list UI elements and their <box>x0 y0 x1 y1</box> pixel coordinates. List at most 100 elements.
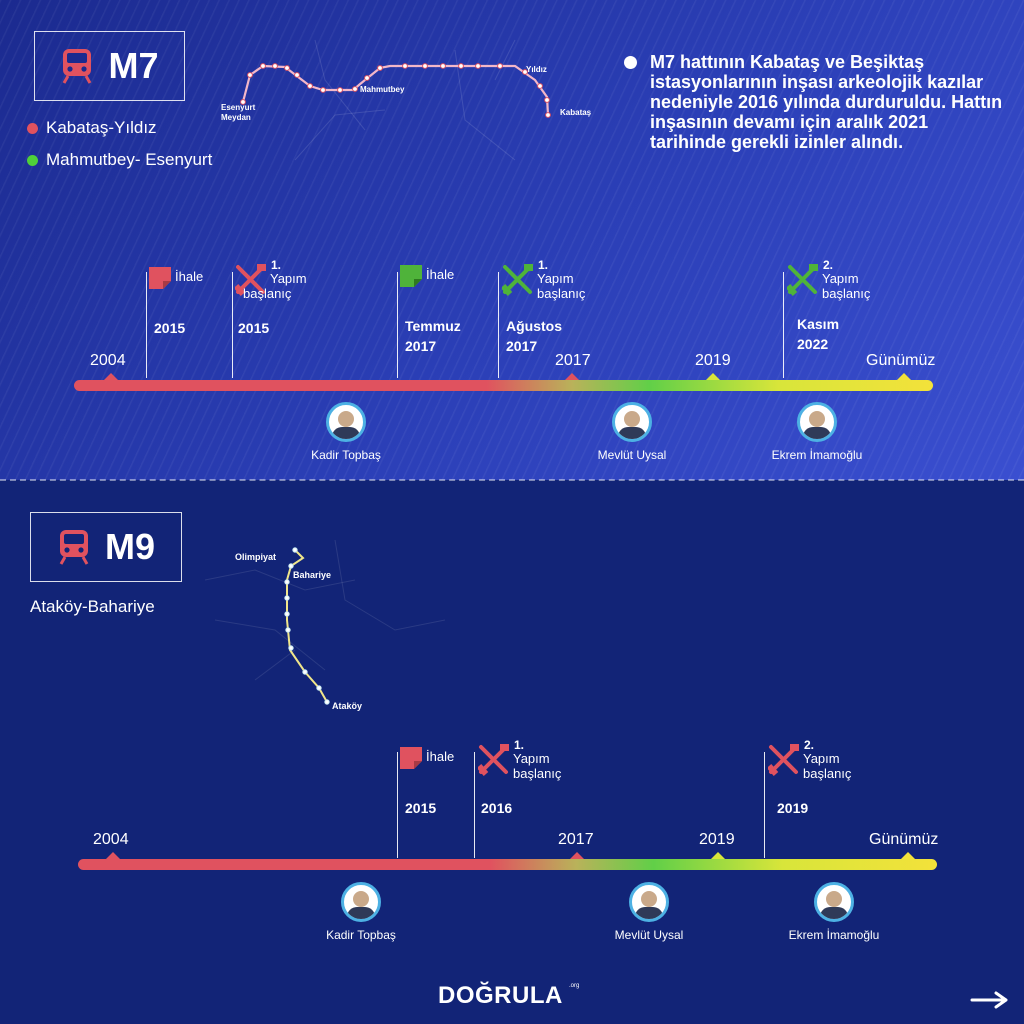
m7-event-date: 2015 <box>238 320 270 336</box>
avatar <box>797 402 837 442</box>
m9-year-2017: 2017 <box>558 831 594 848</box>
m7-event-label: 1. Yapım başlanıç <box>243 258 307 301</box>
legend-dot-green <box>27 154 38 166</box>
m9-subtitle-text: Ataköy-Bahariye <box>30 597 155 616</box>
tender-icon <box>400 265 422 287</box>
event-text: başlanıç <box>803 766 852 781</box>
event-text: Yapım <box>270 271 307 286</box>
m9-line-badge: M9 <box>30 512 182 582</box>
m7-route-map: Esenyurt Meydan Mahmutbey Yıldız Kabataş <box>221 39 592 161</box>
station-meydan: Meydan <box>221 113 251 122</box>
station-mahmutbey: Mahmutbey <box>360 85 405 94</box>
m7-event-stem <box>783 272 784 378</box>
dogrula-logo-ext: .org <box>569 983 580 989</box>
event-num: 1. <box>538 258 549 272</box>
person-ekrem-imamoglu: Ekrem İmamoğlu <box>757 402 877 462</box>
train-icon <box>59 530 89 565</box>
m9-event-stem <box>397 752 398 858</box>
station-bahariye: Bahariye <box>293 570 331 580</box>
avatar <box>341 882 381 922</box>
m9-event-date: 2015 <box>405 800 437 816</box>
m7-event-stem <box>146 272 147 378</box>
m7-event-label: 1. Yapım başlanıç <box>530 258 585 301</box>
m7-marker-2019 <box>706 373 720 380</box>
m7-marker-2004 <box>104 373 118 380</box>
person-name: Kadir Topbaş <box>311 448 381 462</box>
m9-subtitle: Ataköy-Bahariye <box>30 597 155 617</box>
m9-route-map: Olimpiyat Bahariye Ataköy <box>204 539 446 711</box>
legend-label: Kabataş-Yıldız <box>46 118 157 137</box>
event-num: 2. <box>823 258 834 272</box>
event-num: 2. <box>804 738 815 752</box>
person-mevlut-uysal: Mevlüt Uysal <box>589 882 709 942</box>
legend-item-mahmutbey-esenyurt: Mahmutbey- Esenyurt <box>27 150 212 170</box>
m7-marker-now <box>897 373 911 380</box>
m9-marker-now <box>901 852 915 859</box>
m7-line-name: M7 <box>108 45 159 86</box>
m7-event-stem <box>397 272 398 378</box>
tender-icon <box>400 747 422 769</box>
m9-section <box>0 480 1024 1024</box>
m9-marker-2017 <box>570 852 584 859</box>
event-date-line: 2017 <box>506 338 538 354</box>
event-text: Yapım <box>537 271 574 286</box>
legend-item-kabatas-yildiz: Kabataş-Yıldız <box>27 118 157 138</box>
event-text: başlanıç <box>537 286 586 301</box>
event-text: Yapım <box>803 751 840 766</box>
m9-marker-2019 <box>711 852 725 859</box>
m7-year-2004: 2004 <box>90 352 126 369</box>
event-date-line: 2017 <box>405 338 437 354</box>
m7-note: M7 hattının Kabataş ve Beşiktaş istasyon… <box>624 52 1005 152</box>
event-text: başlanıç <box>822 286 871 301</box>
person-kadir-topbas: Kadir Topbaş <box>286 402 406 462</box>
m7-event-label: 2. Yapım başlanıç <box>815 258 870 301</box>
m7-year-now: Günümüz <box>866 352 936 369</box>
person-mevlut-uysal: Mevlüt Uysal <box>572 402 692 462</box>
m9-year-2019: 2019 <box>699 831 735 848</box>
event-date-line: Ağustos <box>506 318 562 334</box>
m7-event-label: İhale <box>426 267 455 282</box>
m7-event-date: Kasım 2022 <box>797 314 839 354</box>
m7-section <box>0 0 1024 480</box>
m7-event-date: 2015 <box>154 320 186 336</box>
event-text: başlanıç <box>243 286 292 301</box>
m9-event-date: 2019 <box>777 800 809 816</box>
m9-timeline-bar <box>78 859 937 870</box>
construction-icon <box>502 264 533 296</box>
m7-marker-2017 <box>565 373 579 380</box>
construction-icon <box>478 744 509 776</box>
station-kabatas: Kabataş <box>560 108 592 117</box>
person-ekrem-imamoglu: Ekrem İmamoğlu <box>774 882 894 942</box>
m7-event-stem <box>498 272 499 378</box>
m9-event-stem <box>474 752 475 858</box>
event-num: 1. <box>271 258 282 272</box>
avatar <box>326 402 366 442</box>
dogrula-logo: DOĞRULA <box>438 982 563 1009</box>
m9-event-date: 2016 <box>481 800 513 816</box>
m9-year-now: Günümüz <box>869 831 939 848</box>
next-arrow-icon[interactable] <box>970 990 1012 1010</box>
m7-year-2017: 2017 <box>555 352 591 369</box>
station-esenyurt: Esenyurt <box>221 103 256 112</box>
avatar <box>629 882 669 922</box>
avatar <box>814 882 854 922</box>
m9-marker-2004 <box>106 852 120 859</box>
m7-event-label: İhale <box>175 269 204 284</box>
m7-line-badge: M7 <box>34 31 185 101</box>
m9-event-label: 2. Yapım başlanıç <box>796 738 851 781</box>
construction-icon <box>768 744 799 776</box>
station-atakoy: Ataköy <box>332 701 362 711</box>
station-yildiz: Yıldız <box>526 65 547 74</box>
m7-timeline-bar <box>74 380 933 391</box>
m9-event-label: 1. Yapım başlanıç <box>506 738 561 781</box>
construction-icon <box>787 264 818 296</box>
event-num: 1. <box>514 738 525 752</box>
train-icon <box>63 49 92 84</box>
construction-icon <box>235 264 266 296</box>
m9-year-2004: 2004 <box>93 831 129 848</box>
avatar <box>612 402 652 442</box>
event-date-line: Kasım <box>797 316 840 332</box>
person-name: Ekrem İmamoğlu <box>771 448 863 462</box>
event-text: Yapım <box>513 751 550 766</box>
